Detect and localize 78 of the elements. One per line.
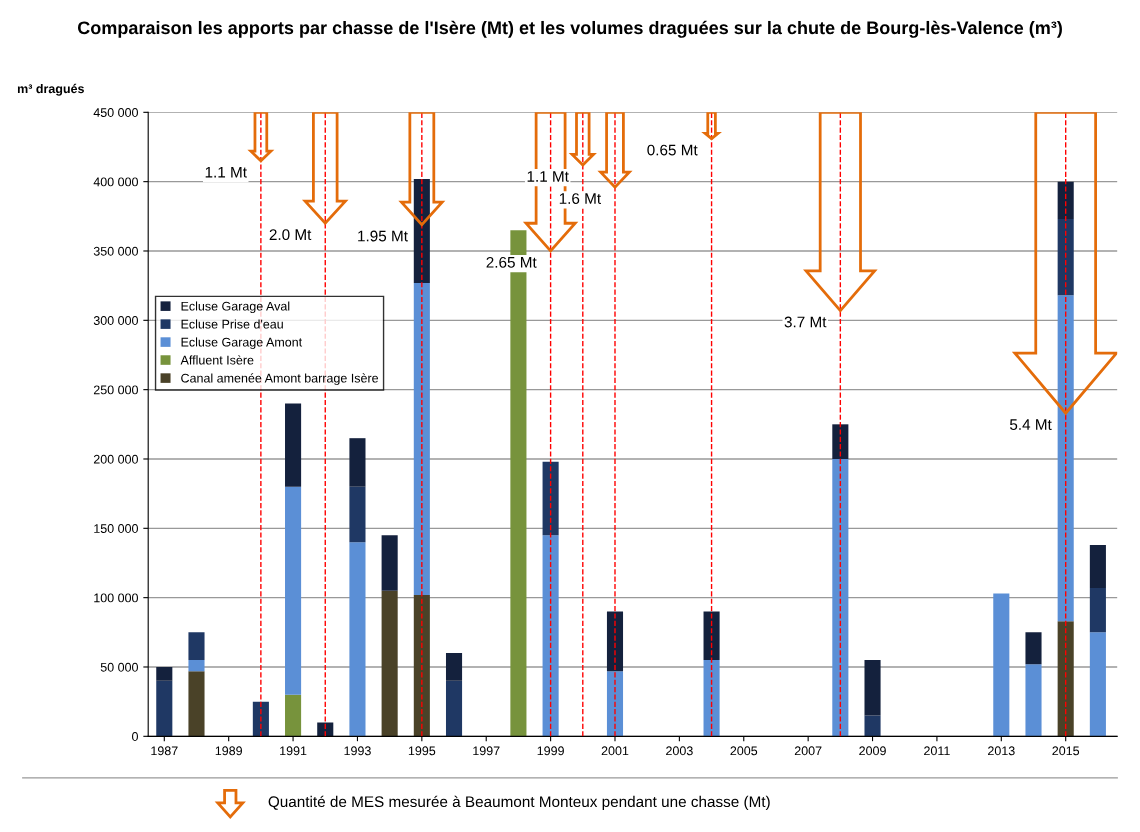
x-tick-label: 1989 bbox=[215, 746, 242, 756]
bar bbox=[317, 722, 334, 737]
x-tick-label: 1995 bbox=[408, 746, 436, 756]
bar bbox=[381, 590, 398, 737]
y-tick-label: 450 000 bbox=[93, 108, 138, 117]
x-tick-label: 1993 bbox=[344, 746, 371, 756]
y-tick-label: 350 000 bbox=[93, 246, 138, 256]
x-tick-label: 2007 bbox=[794, 746, 822, 756]
x-tick-label: 2013 bbox=[988, 746, 1015, 756]
y-tick-label: 200 000 bbox=[93, 454, 138, 464]
bar bbox=[1089, 587, 1106, 633]
bar bbox=[832, 458, 849, 737]
x-tick-label: 1999 bbox=[537, 746, 564, 756]
bar bbox=[349, 486, 366, 543]
bar bbox=[156, 680, 173, 737]
bar bbox=[285, 694, 302, 737]
bar bbox=[285, 486, 302, 695]
annotation: 2.0 Mt bbox=[269, 229, 312, 241]
x-tick-label: 1991 bbox=[280, 746, 307, 756]
y-tick-label: 100 000 bbox=[94, 593, 138, 603]
bar bbox=[188, 671, 205, 737]
bar bbox=[381, 535, 398, 591]
bar bbox=[1057, 621, 1074, 737]
bar bbox=[285, 403, 302, 487]
bar bbox=[445, 653, 463, 681]
y-tick-label: 150 000 bbox=[94, 524, 138, 533]
bar bbox=[156, 666, 173, 681]
y-axis-title: m³ dragués bbox=[17, 83, 84, 96]
bar bbox=[1089, 632, 1106, 737]
bar bbox=[188, 660, 205, 672]
legend-label: Affluent Isère bbox=[180, 355, 254, 365]
annotation: 1.95 Mt bbox=[358, 230, 408, 242]
bar bbox=[864, 715, 881, 737]
y-tick-label: 300 000 bbox=[93, 316, 138, 325]
x-tick-label: 2011 bbox=[924, 746, 950, 756]
x-tick-label: 1997 bbox=[473, 746, 500, 756]
annotation: 5.4 Mt bbox=[1009, 419, 1052, 430]
x-tick-label: 2005 bbox=[730, 746, 758, 756]
bar bbox=[413, 282, 430, 595]
y-tick-label: 50 000 bbox=[100, 662, 138, 672]
bar bbox=[703, 611, 720, 661]
text: Quantité de MES mesurée à Beaumont Monteux pendant une chasse (Mt) bbox=[268, 795, 770, 811]
bar bbox=[1089, 544, 1106, 588]
x-tick-label: 1987 bbox=[151, 746, 178, 756]
bar bbox=[864, 660, 881, 716]
annotation: 2.65 Mt bbox=[486, 256, 537, 268]
legend-label: Canal amenée Amont barrage Isère bbox=[181, 373, 379, 386]
bar bbox=[832, 424, 849, 459]
bar bbox=[1025, 664, 1042, 737]
bar bbox=[188, 632, 205, 661]
annotation: 3.7 Mt bbox=[784, 316, 827, 328]
x-tick-label: 2009 bbox=[859, 746, 886, 756]
bar bbox=[1057, 295, 1074, 622]
bar bbox=[1025, 632, 1042, 665]
bar bbox=[349, 542, 366, 737]
bar bbox=[542, 461, 559, 536]
bar bbox=[703, 660, 720, 737]
chart-title: Comparaison les apports par chasse de l'Isère (Mt) et les volumes draguées sur la chute de Bourg-lès-Valence (m³) bbox=[77, 20, 1062, 38]
legend-label: Ecluse Prise d'eau bbox=[181, 319, 283, 329]
bar bbox=[1057, 219, 1074, 296]
bar bbox=[993, 593, 1010, 737]
bar bbox=[445, 680, 463, 737]
bar bbox=[1057, 181, 1074, 220]
annotation: 1.6 Mt bbox=[559, 193, 601, 204]
annotation: 1.1 Mt bbox=[527, 171, 569, 182]
x-tick-label: 2015 bbox=[1052, 746, 1080, 756]
y-tick-label: 400 000 bbox=[93, 177, 138, 187]
legend-label: Ecluse Garage Aval bbox=[181, 301, 290, 314]
x-tick-label: 2003 bbox=[666, 746, 693, 756]
bar bbox=[542, 535, 559, 737]
bar bbox=[413, 594, 430, 737]
y-tick-label: 0 bbox=[132, 732, 138, 741]
y-tick-label: 250 000 bbox=[93, 385, 138, 395]
bar bbox=[349, 438, 366, 487]
annotation: 1.1 Mt bbox=[205, 166, 247, 178]
annotation: 0.65 Mt bbox=[647, 144, 698, 156]
legend-label: Ecluse Garage Amont bbox=[181, 337, 303, 350]
x-tick-label: 2001 bbox=[601, 746, 629, 756]
